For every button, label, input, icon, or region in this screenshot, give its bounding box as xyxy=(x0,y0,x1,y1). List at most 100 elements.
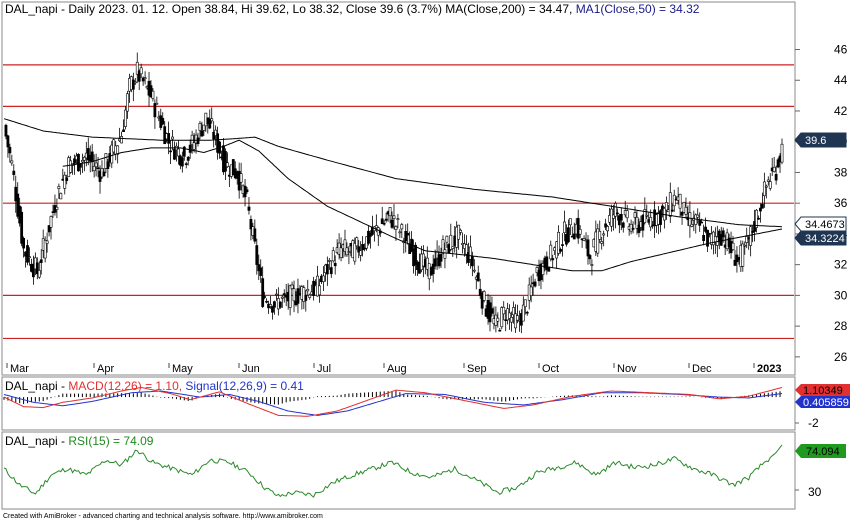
candle-body xyxy=(398,231,402,234)
candle-body xyxy=(431,263,435,275)
month-label: Jun xyxy=(242,363,260,375)
candle-body xyxy=(304,294,308,301)
price-badges: 39.6 34.4673 34.3224 xyxy=(794,132,847,246)
month-label: Apr xyxy=(97,363,114,375)
candle-body xyxy=(776,159,780,168)
candle-body xyxy=(65,177,69,181)
candle-body xyxy=(766,179,770,182)
candle-body xyxy=(173,148,176,160)
candle-body xyxy=(606,226,609,232)
candle-body xyxy=(143,77,147,80)
candle-body xyxy=(106,161,110,169)
candle-body xyxy=(271,306,274,313)
candle-body xyxy=(8,146,12,154)
rsi-tick-label: 30 xyxy=(808,485,822,499)
candle-body xyxy=(131,79,135,90)
price-badge xyxy=(794,230,847,246)
candle-body xyxy=(404,231,408,242)
candle-body xyxy=(394,226,398,230)
candle-body xyxy=(20,211,24,244)
candle-body xyxy=(278,301,282,308)
candle-body xyxy=(541,263,545,275)
candle-body xyxy=(700,221,704,224)
candle-body xyxy=(331,250,335,262)
candle-body xyxy=(762,181,766,197)
candle-body xyxy=(49,216,53,228)
candle-body xyxy=(694,214,698,225)
candle-body xyxy=(441,239,445,254)
candle-body xyxy=(329,267,333,275)
candle-body xyxy=(578,229,582,235)
candle-body xyxy=(361,244,365,251)
rsi-line xyxy=(3,444,783,498)
candle-body xyxy=(649,217,653,228)
candle-body xyxy=(614,203,617,217)
candle-body xyxy=(557,231,560,254)
candle-body xyxy=(590,264,594,266)
macd-badge-label: 1.10349 xyxy=(803,385,843,397)
candle-body xyxy=(186,156,190,161)
candle-body xyxy=(759,207,762,212)
candle-body xyxy=(322,275,325,282)
candle-body xyxy=(635,216,639,229)
candle-body xyxy=(566,227,570,243)
candle-body xyxy=(449,234,453,250)
candle-body xyxy=(498,329,502,332)
candle-body xyxy=(596,228,600,254)
candle-body xyxy=(502,306,506,315)
candle-body xyxy=(167,133,171,144)
candle-body xyxy=(208,118,212,129)
candle-body xyxy=(333,262,337,267)
candle-body xyxy=(59,193,63,200)
candle-body xyxy=(523,299,527,308)
ma50-line xyxy=(62,139,783,272)
candle-body xyxy=(704,226,707,232)
macd-histogram xyxy=(3,390,781,405)
candle-body xyxy=(382,223,386,225)
candle-body xyxy=(469,246,472,260)
candle-body xyxy=(308,294,312,298)
candle-body xyxy=(741,243,745,267)
candle-body xyxy=(749,226,753,246)
candle-body xyxy=(384,218,388,221)
candle-body xyxy=(604,223,608,228)
candle-body xyxy=(312,280,316,296)
candle-body xyxy=(525,311,529,314)
candle-body xyxy=(721,230,725,238)
candle-body xyxy=(661,205,664,211)
price-badge-label: 39.6 xyxy=(805,135,826,147)
candle-body xyxy=(290,284,294,289)
candle-body xyxy=(274,293,278,296)
candle-body xyxy=(247,206,251,211)
macd-label: DAL_napi - MACD(12,26) = 1.10, Signal(12… xyxy=(5,379,304,393)
price-badge xyxy=(794,132,847,148)
price-badge-label: 34.4673 xyxy=(805,219,845,231)
candle-body xyxy=(192,142,196,150)
candle-body xyxy=(482,291,486,301)
candle-body xyxy=(400,224,404,230)
candle-body xyxy=(443,249,447,259)
macd-line xyxy=(3,386,783,417)
rsi-badge-label: 74.094 xyxy=(806,446,840,458)
candle-body xyxy=(110,144,114,164)
candle-body xyxy=(576,217,580,239)
candle-body xyxy=(120,136,123,144)
candle-body xyxy=(514,313,517,329)
candle-body xyxy=(433,258,437,267)
candle-body xyxy=(169,150,172,153)
candle-body xyxy=(612,214,615,219)
candle-body xyxy=(761,203,764,209)
candle-body xyxy=(516,315,519,321)
candle-body xyxy=(153,103,157,118)
candle-body xyxy=(702,234,706,241)
price-badge xyxy=(794,216,847,232)
candle-body xyxy=(357,246,361,253)
candle-body xyxy=(102,171,106,177)
candle-body xyxy=(476,272,480,282)
candle-body xyxy=(521,304,525,322)
candle-body xyxy=(35,262,39,275)
candle-body xyxy=(161,117,165,125)
candle-body xyxy=(615,212,619,215)
candle-body xyxy=(273,301,276,308)
candle-body xyxy=(135,61,139,75)
